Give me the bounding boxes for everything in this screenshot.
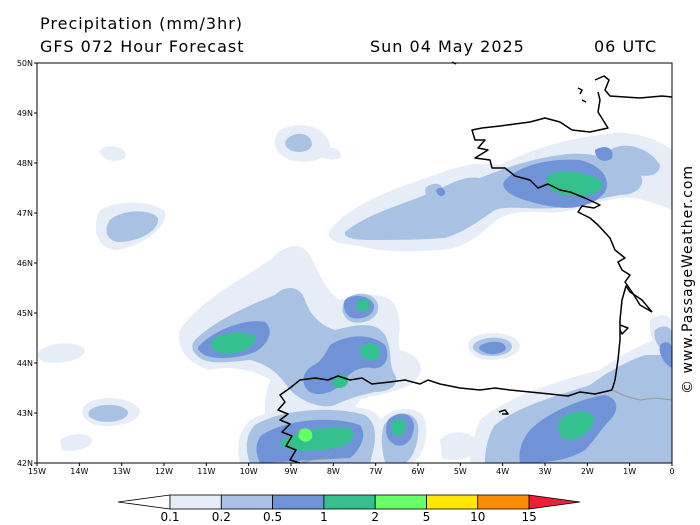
coastline: [277, 61, 673, 464]
legend-label: 10: [470, 510, 485, 524]
precip-area-light: [440, 432, 478, 460]
precip-area-light: [100, 146, 126, 161]
country-border: [299, 389, 673, 464]
coastline-island: [498, 87, 587, 415]
lon-label: 7W: [369, 467, 382, 476]
precipitation-legend: 0.1 0.2 0.5 1 2 5 10 15: [117, 494, 581, 524]
lat-label: 49N: [17, 109, 33, 118]
precip-area-green: [211, 332, 256, 354]
lon-label: 3W: [539, 467, 552, 476]
precip-area-green: [357, 298, 370, 312]
legend-swatch: [323, 494, 376, 510]
precip-area-dark: [436, 187, 446, 197]
lat-label: 46N: [17, 259, 33, 268]
lon-label: 0: [669, 467, 674, 476]
coastline-channel: [451, 61, 673, 99]
legend-label: 0.2: [212, 510, 231, 524]
lat-label: 45N: [17, 309, 33, 318]
map-title: Precipitation (mm/3hr): [40, 14, 244, 33]
coastline-landes: [611, 285, 653, 391]
lat-label: 47N: [17, 209, 33, 218]
coastline-gironde: [619, 324, 629, 335]
legend-label: 2: [371, 510, 379, 524]
lat-label: 42N: [17, 459, 33, 468]
precip-area-light: [319, 147, 341, 160]
legend-swatch: [272, 494, 325, 510]
precip-area-green: [558, 411, 594, 440]
precip-area-mid: [285, 133, 312, 153]
legend-swatch: [117, 494, 171, 510]
lat-label: 48N: [17, 159, 33, 168]
lon-label: 8W: [327, 467, 340, 476]
lon-label: 9W: [285, 467, 298, 476]
precip-area-mid: [608, 145, 660, 176]
lon-label: 11W: [197, 467, 215, 476]
precip-area-green: [359, 343, 380, 361]
lon-label: 15W: [28, 467, 46, 476]
credit-text: © www.PassageWeather.com: [680, 164, 696, 394]
longitude-axis: 15W 14W 13W 12W 11W 10W 9W 8W 7W 6W 5W 4W 3W 2W 1W 0: [28, 463, 675, 476]
latitude-axis: 50N 49N 48N 47N 46N 45N 44N 43N 42N: [17, 59, 37, 468]
precip-area-dark: [479, 341, 506, 355]
lon-label: 2W: [581, 467, 594, 476]
coastline-brittany: [471, 117, 653, 313]
legend-label: 15: [521, 510, 536, 524]
forecast-date: Sun 04 May 2025: [370, 37, 525, 56]
precip-area-light: [60, 434, 92, 451]
legend-label: 5: [423, 510, 431, 524]
legend-label: 0.1: [160, 510, 179, 524]
precip-area-green: [392, 418, 406, 436]
lon-label: 12W: [155, 467, 173, 476]
precipitation-field: [37, 125, 672, 463]
precip-area-mid: [106, 211, 159, 242]
forecast-model: GFS 072 Hour Forecast: [40, 37, 245, 56]
legend-swatch: [426, 494, 479, 510]
legend-swatch: [528, 494, 581, 510]
legend-swatch: [477, 494, 530, 510]
legend-swatch: [169, 494, 222, 510]
lon-label: 5W: [454, 467, 467, 476]
lat-label: 44N: [17, 359, 33, 368]
precip-area-brightgreen: [298, 428, 313, 442]
coastline-cotentin: [571, 91, 609, 133]
legend-swatch: [374, 494, 427, 510]
precip-area-light: [37, 343, 85, 363]
precip-area-dark: [659, 342, 672, 368]
forecast-time: 06 UTC: [594, 37, 658, 56]
legend-label: 0.5: [263, 510, 282, 524]
precip-area-green: [280, 427, 354, 451]
border-france-spain: [611, 389, 673, 401]
lon-label: 14W: [70, 467, 88, 476]
precip-area-mid: [88, 404, 128, 422]
lon-label: 6W: [412, 467, 425, 476]
border-spain-portugal: [299, 451, 333, 464]
lon-label: 13W: [113, 467, 131, 476]
lat-label: 50N: [17, 59, 33, 68]
legend-swatch: [220, 494, 274, 510]
lon-label: 10W: [240, 467, 258, 476]
precip-area-dark: [595, 147, 613, 161]
lon-label: 1W: [623, 467, 636, 476]
lat-label: 43N: [17, 409, 33, 418]
coastline-north-spain: [277, 375, 613, 464]
legend-label: 1: [320, 510, 328, 524]
lon-label: 4W: [496, 467, 509, 476]
